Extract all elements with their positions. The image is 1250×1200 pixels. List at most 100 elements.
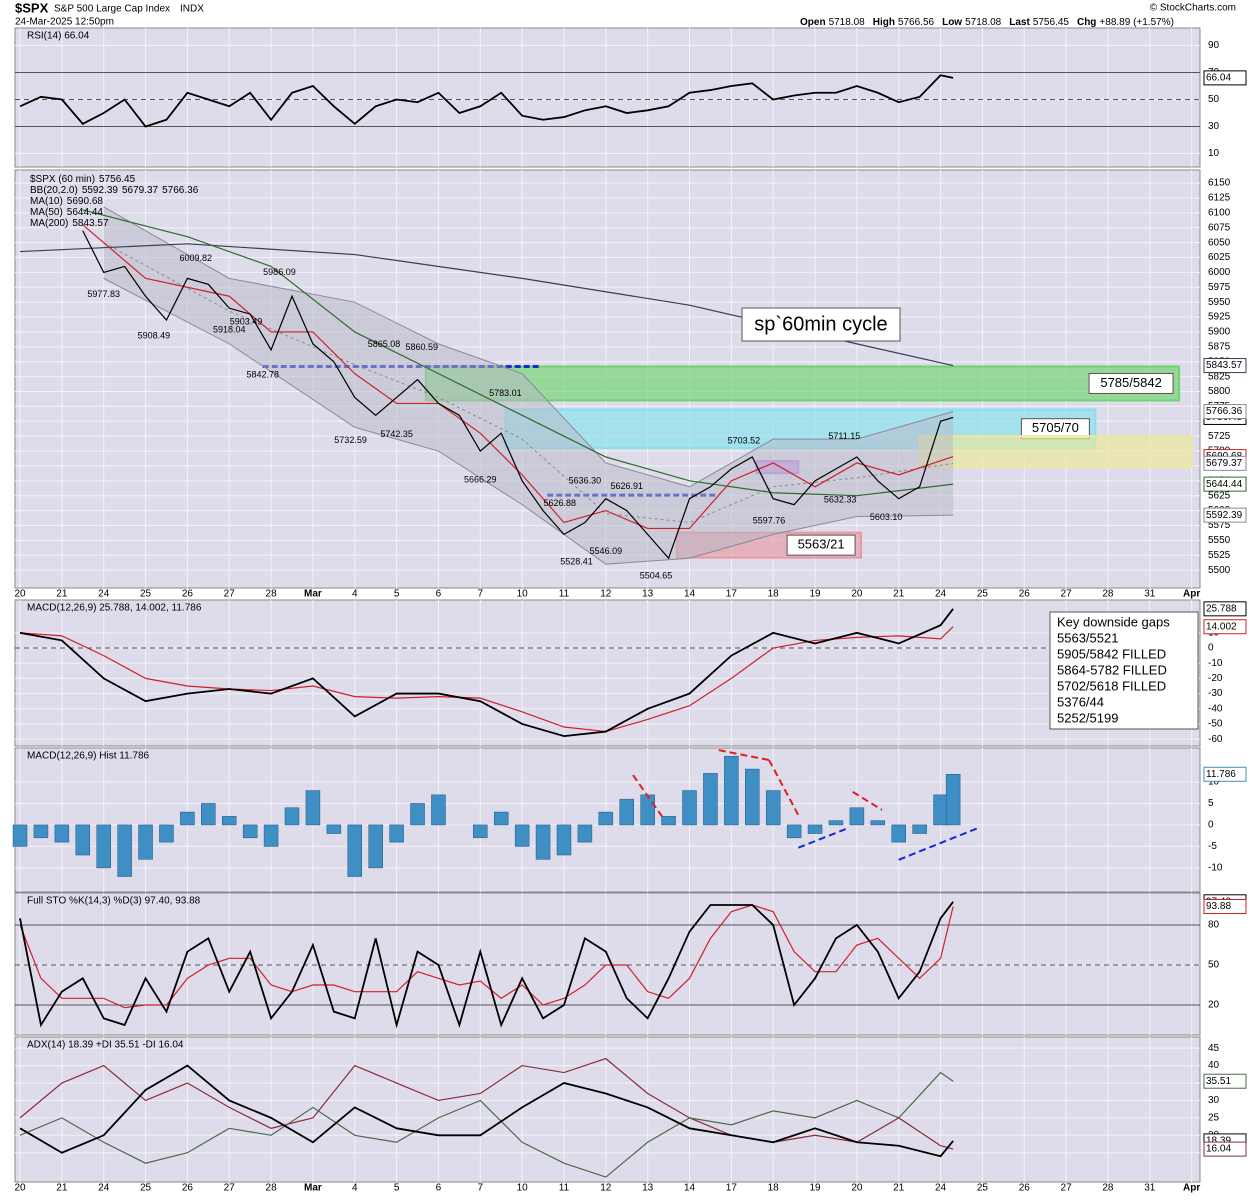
x-tick-label: 11: [559, 589, 570, 600]
bar: [117, 824, 132, 877]
y-tick-label: -10: [1208, 863, 1223, 874]
x-tick-label: 18: [768, 589, 780, 600]
swing-high-label: 5626.91: [610, 481, 643, 491]
last-value-box: [1203, 766, 1247, 782]
y-tick-label: -10: [1208, 658, 1223, 669]
x-tick-label: 27: [1061, 1183, 1073, 1194]
x-tick-label: 12: [600, 1183, 612, 1194]
swing-low-label: 5546.09: [590, 546, 623, 556]
x-tick-label: 24: [98, 589, 110, 600]
last-value-box: [1203, 619, 1247, 635]
x-tick-label: 20: [14, 589, 26, 600]
series-line: [19, 626, 954, 733]
swing-high-label: 5986.09: [263, 267, 296, 277]
bar: [326, 824, 342, 834]
y-tick-label: 0: [1208, 643, 1214, 654]
x-tick-label: 10: [517, 589, 529, 600]
bar: [389, 824, 404, 843]
y-tick-label: -40: [1208, 703, 1223, 714]
y-tick-label: 25: [1208, 1113, 1220, 1124]
y-tick-label: 50: [1208, 960, 1220, 971]
swing-low-label: 5504.65: [640, 571, 673, 581]
bar: [849, 807, 865, 826]
x-tick-label: 20: [14, 1183, 26, 1194]
panel: [14, 599, 1201, 747]
legend-entry: MA(10) 5690.68: [30, 196, 103, 207]
bar: [96, 824, 111, 869]
swing-high-label: 5860.59: [405, 342, 438, 352]
exchange: INDX: [180, 4, 204, 15]
legend-value: 5843.57: [72, 218, 109, 229]
y-tick-label: 6000: [1208, 267, 1231, 278]
series-line: [19, 74, 954, 128]
note-title: Key downside gaps: [1057, 614, 1170, 629]
y-tick-label: 40: [1208, 1060, 1220, 1071]
bar: [33, 824, 49, 839]
x-tick-label: 24: [935, 1183, 947, 1194]
last-value: 5679.37: [1206, 458, 1243, 469]
last-value: 25.788: [1206, 603, 1237, 614]
x-tick-label: 6: [436, 1183, 442, 1194]
x-tick-label: 20: [851, 1183, 863, 1194]
symbol-name: S&P 500 Large Cap Index: [54, 4, 170, 15]
y-tick-label: 5900: [1208, 327, 1231, 338]
y-tick-label: 30: [1208, 121, 1220, 132]
swing-low-label: 5632.33: [824, 495, 857, 505]
callout: sp`60min cycle: [754, 313, 887, 335]
y-tick-label: 6075: [1208, 222, 1231, 233]
legend-value: 5592.39: [82, 185, 119, 196]
y-tick-label: 20: [1208, 1000, 1220, 1011]
legend-entry: $SPX (60 min) 5756.45: [30, 174, 136, 185]
bar: [12, 824, 28, 847]
last-value-box: [1203, 70, 1247, 86]
legend-value: 5679.37: [122, 185, 159, 196]
y-tick-label: 30: [1208, 1095, 1220, 1106]
y-tick-label: 45: [1208, 1043, 1220, 1054]
y-tick-label: 6100: [1208, 208, 1231, 219]
bar: [933, 794, 948, 826]
last-value: 14.002: [1206, 621, 1237, 632]
zone-label-box: [786, 534, 856, 556]
bar: [368, 824, 383, 869]
y-tick-label: 5825: [1208, 371, 1231, 382]
panel-title: Full STO %K(14,3) %D(3) 97.40, 93.88: [27, 896, 201, 907]
panel: [14, 892, 1201, 1036]
x-tick-label: 28: [266, 589, 278, 600]
swing-high-label: 5711.15: [828, 431, 860, 441]
swing-low-label: 5842.78: [246, 369, 279, 379]
y-tick-label: 5: [1208, 798, 1214, 809]
bar: [724, 755, 739, 826]
zone: [918, 435, 1193, 469]
note-box: [1049, 611, 1199, 730]
quote-label: Low: [942, 17, 962, 28]
bar: [514, 824, 530, 847]
x-tick-label: 25: [977, 1183, 989, 1194]
x-tick-label: Mar: [304, 1183, 322, 1194]
zone-label-box: [1088, 372, 1174, 394]
swing-high-label: 5865.08: [368, 339, 401, 349]
x-tick-label: 21: [893, 1183, 905, 1194]
quote-value: 5756.45: [1033, 17, 1070, 28]
x-tick-label: Apr: [1183, 1183, 1200, 1194]
bar: [703, 773, 718, 826]
note-line: 5702/5618 FILLED: [1057, 678, 1166, 693]
y-tick-label: 90: [1208, 40, 1220, 51]
bar: [661, 816, 676, 826]
y-tick-label: 80: [1208, 920, 1220, 931]
bar: [891, 824, 906, 843]
last-value: 16.04: [1206, 1144, 1231, 1155]
symbol: $SPX: [15, 0, 49, 15]
quote-label: Chg: [1077, 17, 1096, 28]
bar: [284, 807, 300, 826]
legend-entry: MA(50) 5644.44: [30, 207, 103, 218]
x-tick-label: 27: [224, 1183, 236, 1194]
bar: [912, 824, 927, 834]
bar: [556, 824, 572, 856]
legend-name: MA(200): [30, 218, 68, 229]
bar: [75, 824, 91, 856]
zone-label: 5705/70: [1032, 420, 1079, 435]
callout-box: [741, 307, 901, 342]
x-tick-label: 17: [726, 589, 738, 600]
x-tick-label: 19: [809, 589, 821, 600]
last-value: 11.786: [1206, 769, 1236, 780]
